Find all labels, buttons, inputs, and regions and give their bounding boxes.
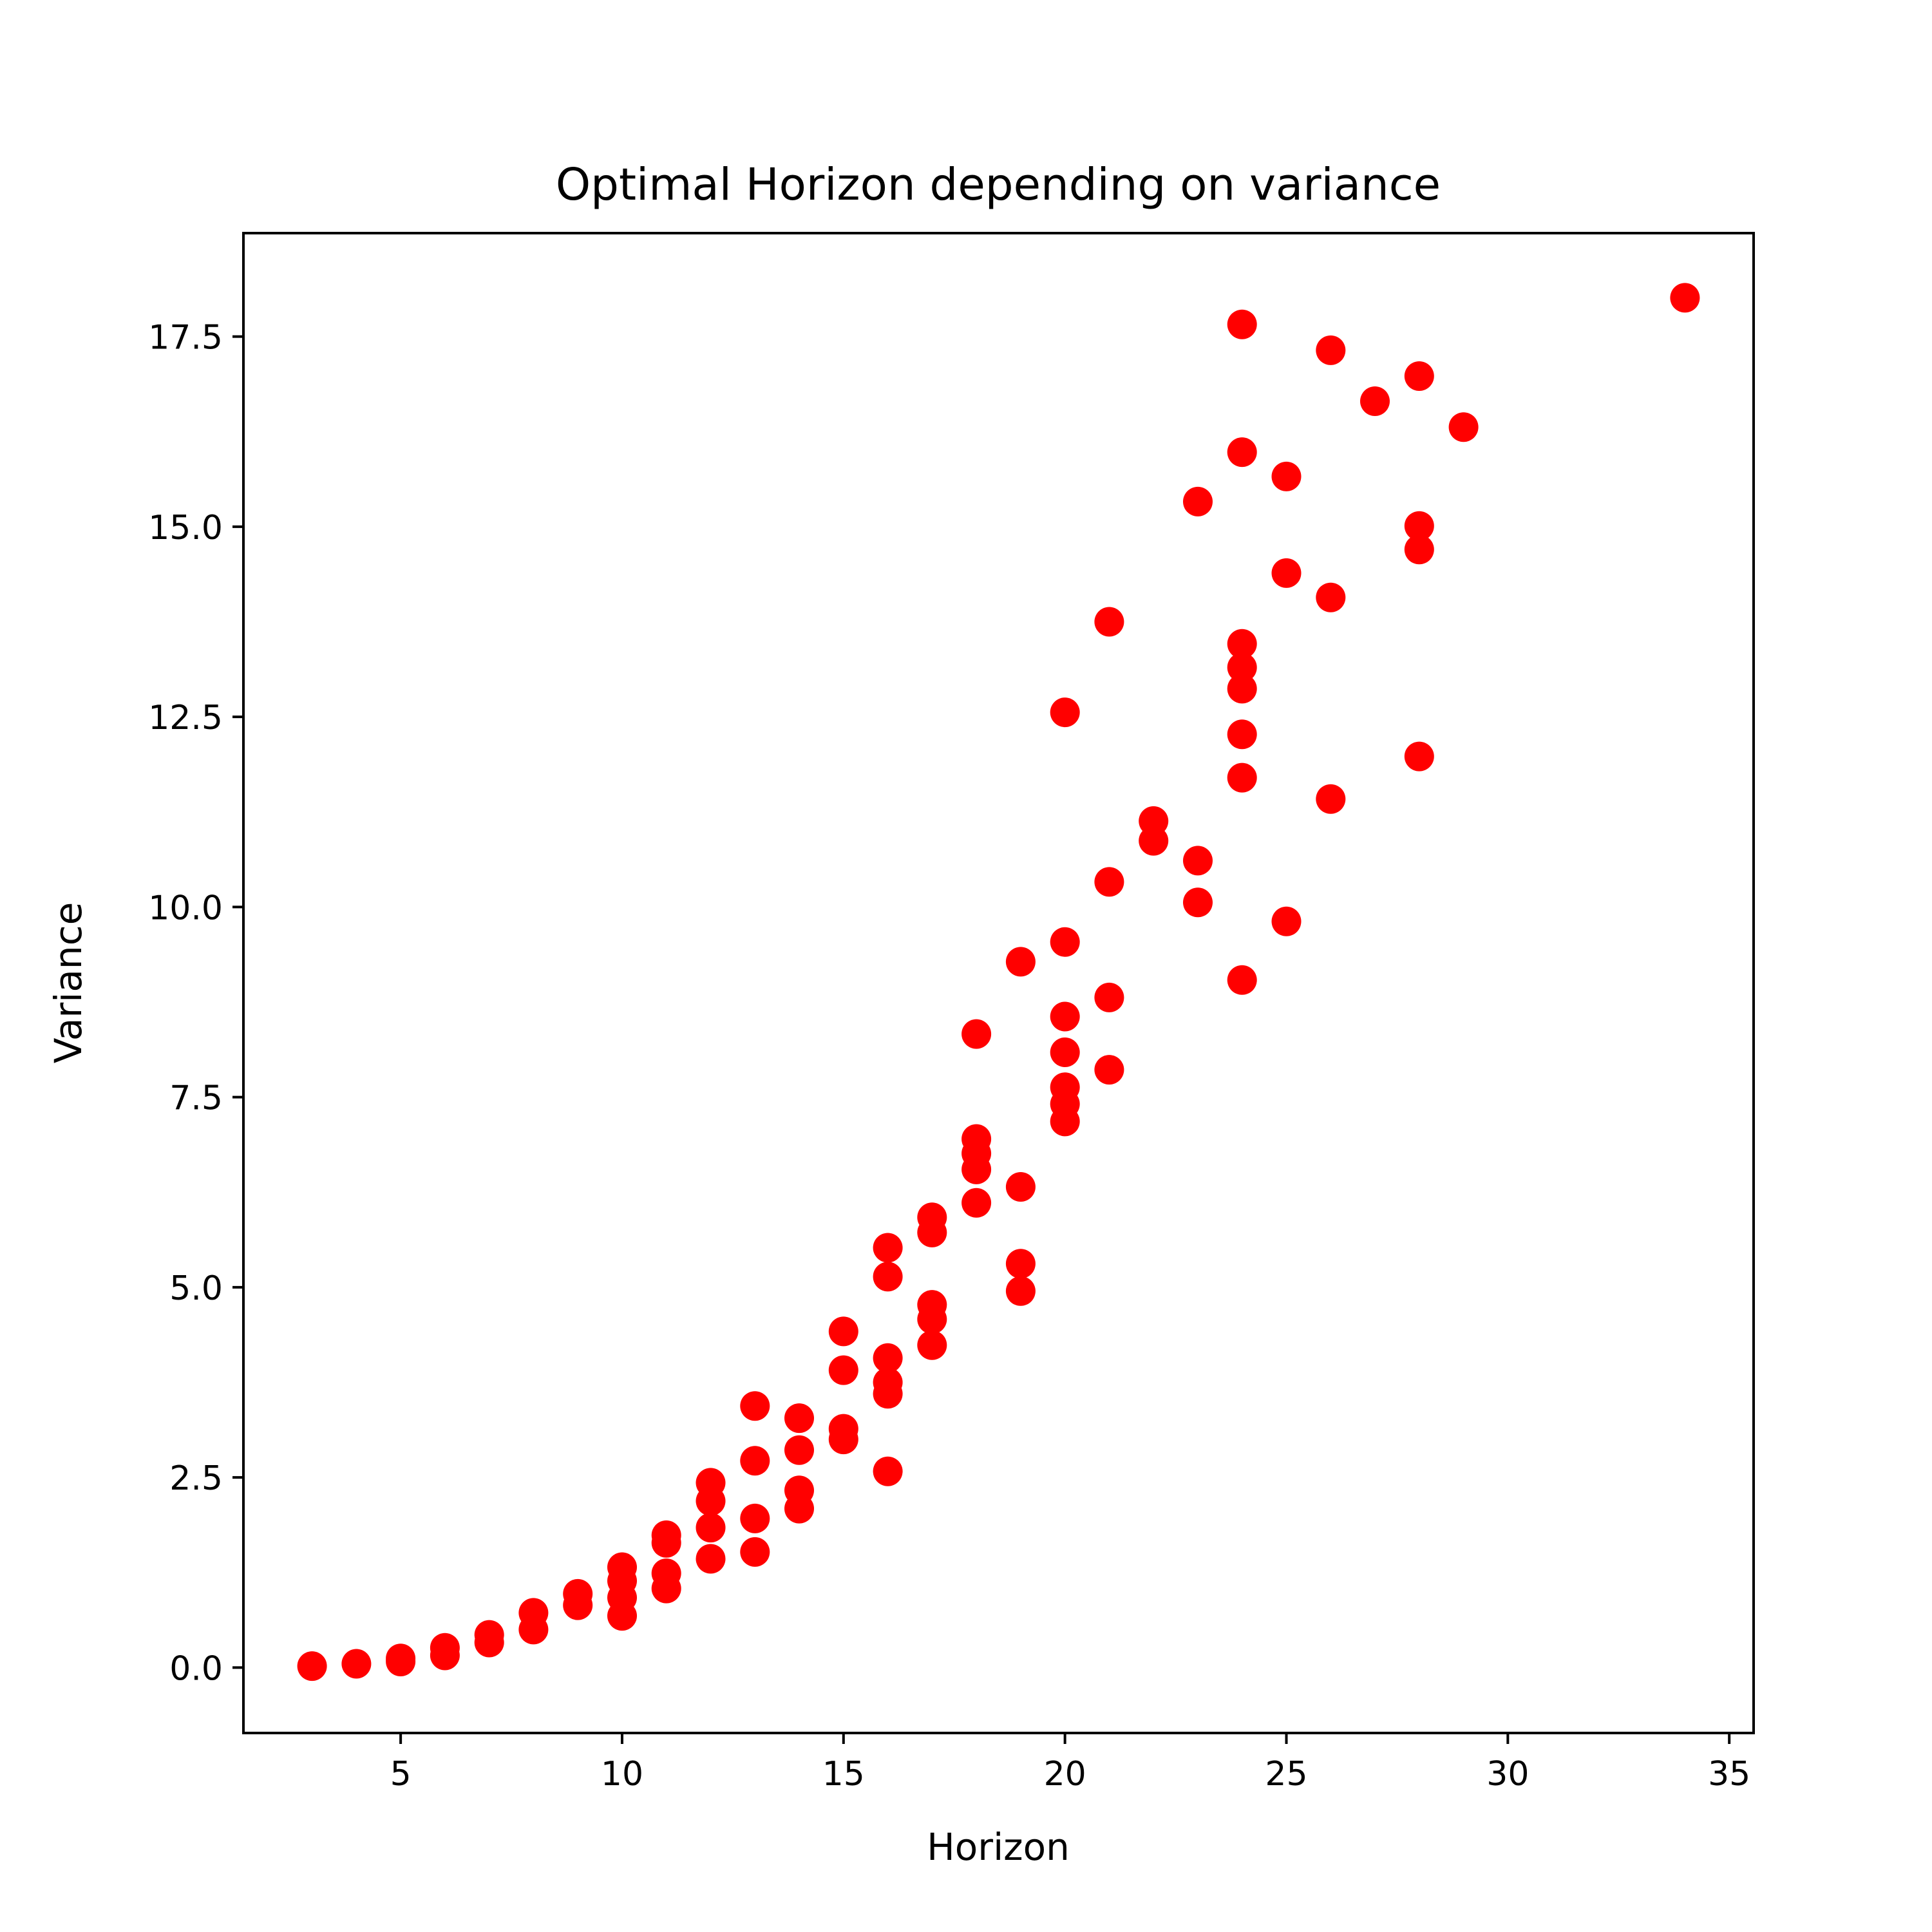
plot-frame <box>242 232 1755 1734</box>
y-tick-label: 10.0 <box>148 889 223 927</box>
data-point <box>1050 927 1080 957</box>
data-point <box>1183 846 1213 876</box>
data-point <box>430 1633 460 1663</box>
data-point <box>740 1391 770 1421</box>
data-point <box>784 1435 814 1465</box>
data-point <box>873 1233 903 1263</box>
data-point <box>651 1520 681 1550</box>
data-point <box>1316 335 1346 365</box>
data-point <box>1183 486 1213 516</box>
data-point <box>1227 965 1257 995</box>
data-point <box>961 1124 992 1154</box>
data-point <box>696 1544 726 1574</box>
data-point <box>386 1643 416 1674</box>
x-tick-label: 30 <box>1486 1755 1529 1794</box>
data-point <box>1005 1249 1036 1279</box>
y-tick-label: 5.0 <box>169 1269 223 1308</box>
data-points <box>297 283 1700 1681</box>
data-point <box>1404 511 1434 541</box>
x-tick-label: 15 <box>822 1755 865 1794</box>
data-point <box>873 1456 903 1486</box>
data-point <box>1227 652 1257 683</box>
data-point <box>828 1355 858 1385</box>
data-point <box>1271 558 1302 588</box>
data-point <box>873 1343 903 1373</box>
data-point <box>784 1475 814 1506</box>
data-point <box>1360 386 1390 416</box>
data-point <box>1094 607 1124 637</box>
data-point <box>740 1537 770 1567</box>
data-point <box>1005 1172 1036 1202</box>
x-axis-title: Horizon <box>927 1825 1070 1869</box>
x-tick-label: 25 <box>1265 1755 1307 1794</box>
data-point <box>740 1446 770 1476</box>
chart-title: Optimal Horizon depending on variance <box>556 159 1441 211</box>
data-point <box>828 1414 858 1444</box>
data-point <box>651 1558 681 1588</box>
data-point <box>1316 582 1346 612</box>
data-point <box>563 1578 593 1609</box>
x-tick-label: 5 <box>390 1755 412 1794</box>
data-point <box>828 1316 858 1347</box>
data-point <box>961 1188 992 1218</box>
data-point <box>1448 412 1479 442</box>
data-point <box>1227 719 1257 750</box>
data-point <box>1227 629 1257 659</box>
data-point <box>1094 1055 1124 1085</box>
data-point <box>1227 309 1257 339</box>
data-point <box>1227 762 1257 793</box>
y-axis-ticks: 0.0 2.5 5.0 7.5 10.0 12.5 15.0 17.5 <box>148 319 243 1688</box>
data-point <box>1005 947 1036 977</box>
data-point <box>1050 697 1080 728</box>
x-tick-label: 10 <box>601 1755 643 1794</box>
data-point <box>740 1503 770 1533</box>
x-tick-label: 20 <box>1044 1755 1086 1794</box>
data-point <box>1050 1072 1080 1103</box>
y-axis-title: Variance <box>46 902 90 1064</box>
data-point <box>696 1468 726 1498</box>
data-point <box>341 1649 372 1679</box>
data-point <box>696 1513 726 1543</box>
x-axis-ticks: 5 10 15 20 25 30 35 <box>390 1733 1750 1794</box>
data-point <box>1670 283 1700 313</box>
data-point <box>873 1262 903 1292</box>
data-point <box>1050 1037 1080 1067</box>
data-point <box>1183 887 1213 918</box>
y-tick-label: 17.5 <box>148 319 223 357</box>
data-point <box>1271 906 1302 936</box>
y-tick-label: 2.5 <box>169 1459 223 1498</box>
y-tick-label: 12.5 <box>148 699 223 737</box>
data-point <box>1227 674 1257 704</box>
y-tick-label: 7.5 <box>169 1079 223 1118</box>
data-point <box>518 1598 549 1628</box>
data-point <box>1271 461 1302 491</box>
data-point <box>1094 867 1124 897</box>
y-tick-label: 0.0 <box>169 1649 223 1688</box>
data-point <box>784 1403 814 1434</box>
data-point <box>297 1651 327 1681</box>
data-point <box>961 1019 992 1049</box>
data-point <box>1404 361 1434 391</box>
y-tick-label: 15.0 <box>148 509 223 547</box>
data-point <box>917 1290 947 1320</box>
data-point <box>1005 1276 1036 1306</box>
data-point <box>917 1202 947 1233</box>
data-point <box>1404 535 1434 565</box>
data-point <box>1404 741 1434 772</box>
data-point <box>873 1367 903 1397</box>
data-point <box>917 1330 947 1360</box>
data-point <box>1227 437 1257 468</box>
x-tick-label: 35 <box>1708 1755 1750 1794</box>
data-point <box>607 1552 637 1582</box>
data-point <box>1139 806 1169 836</box>
data-point <box>1094 982 1124 1012</box>
data-point <box>474 1620 504 1650</box>
data-point <box>1050 1001 1080 1032</box>
data-point <box>1316 784 1346 814</box>
